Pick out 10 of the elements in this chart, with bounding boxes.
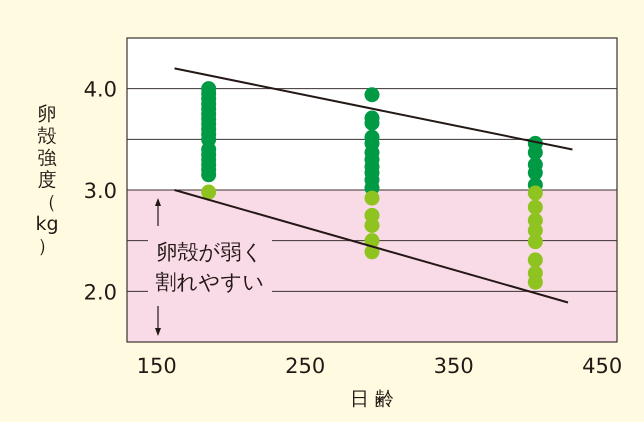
x-axis-title: 日 齢: [350, 388, 394, 410]
band-label: 卵殻が弱く割れやすい: [156, 240, 264, 294]
x-tick-label: 350: [434, 354, 474, 378]
y-tick-label: 4.0: [84, 78, 117, 102]
x-tick-label: 250: [285, 354, 326, 378]
y-axis-title: 卵殻強度（kg）: [35, 103, 59, 257]
x-tick-label: 450: [582, 354, 622, 378]
y-tick-label: 3.0: [84, 179, 117, 203]
x-tick-label: 150: [136, 354, 177, 378]
y-tick-label: 2.0: [84, 280, 117, 304]
